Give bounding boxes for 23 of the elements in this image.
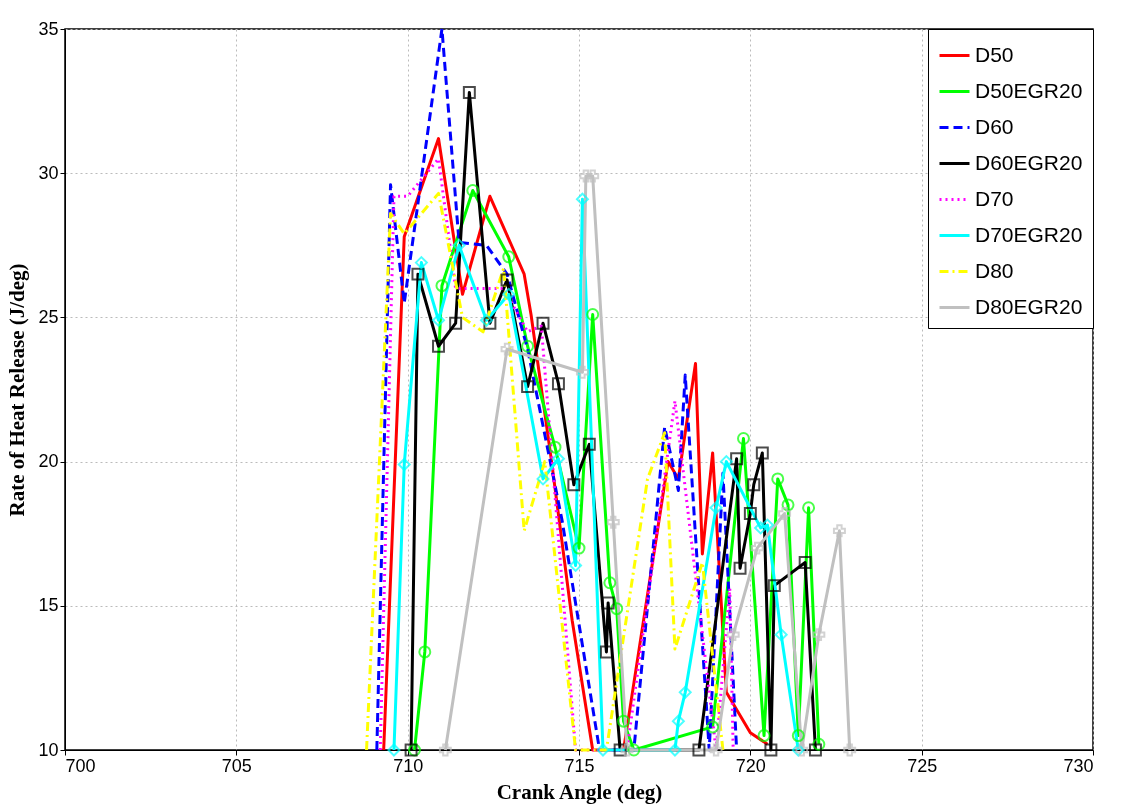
x-tick-label: 705 [221, 755, 252, 776]
x-tick-label: 700 [65, 755, 96, 776]
x-axis-title: Crank Angle (deg) [496, 779, 663, 804]
legend-label: D70 [975, 186, 1014, 210]
x-tick-label: 715 [564, 755, 595, 776]
legend-label: D50 [975, 42, 1014, 66]
y-tick-label: 15 [38, 595, 59, 616]
legend-label: D80EGR20 [975, 294, 1083, 318]
legend-label: D80 [975, 258, 1014, 282]
x-tick-label: 710 [393, 755, 424, 776]
x-tick-label: 720 [735, 755, 766, 776]
x-tick-label: 730 [1063, 755, 1094, 776]
legend-label: D50EGR20 [975, 78, 1083, 102]
y-tick-label: 25 [38, 306, 59, 327]
legend-label: D60EGR20 [975, 150, 1083, 174]
y-tick-label: 35 [38, 18, 59, 39]
y-tick-label: 10 [38, 739, 59, 760]
legend-label: D60 [975, 114, 1014, 138]
y-tick-label: 30 [38, 162, 59, 183]
y-tick-label: 20 [38, 451, 59, 472]
x-tick-label: 725 [907, 755, 938, 776]
legend-label: D70EGR20 [975, 222, 1083, 246]
y-axis-title: Rate of Heat Release (J/deg) [5, 263, 30, 517]
